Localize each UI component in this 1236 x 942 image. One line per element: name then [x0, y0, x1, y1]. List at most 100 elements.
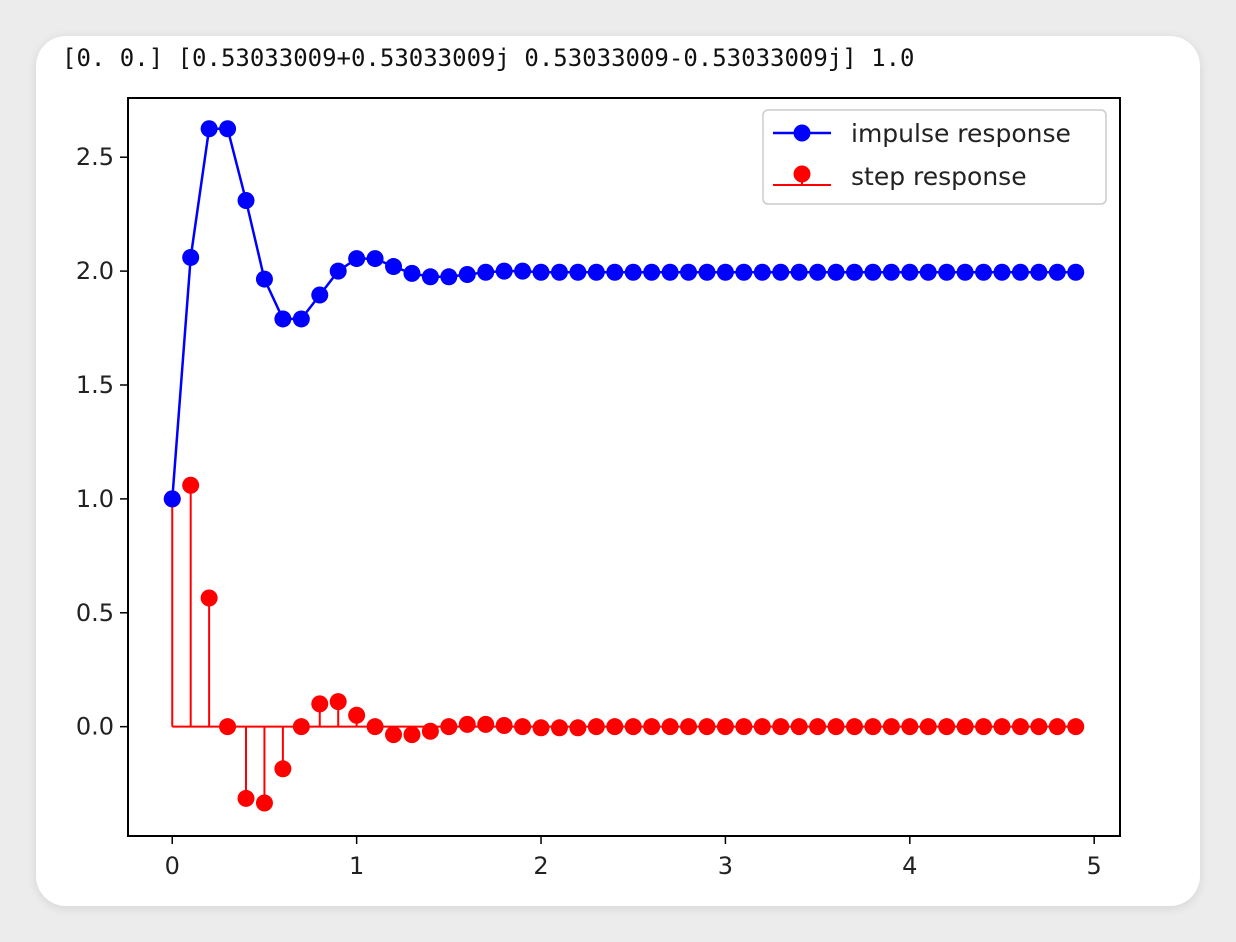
impulse-response-marker	[551, 264, 568, 281]
step-response-marker	[1067, 718, 1084, 735]
step-response-marker	[1012, 718, 1029, 735]
impulse-response-marker	[1049, 264, 1066, 281]
impulse-response-marker	[809, 264, 826, 281]
legend-impulse-marker	[794, 125, 811, 142]
step-response-marker	[883, 718, 900, 735]
step-response-marker	[698, 718, 715, 735]
impulse-response-marker	[311, 287, 328, 304]
impulse-response-marker	[975, 264, 992, 281]
step-response-marker	[403, 726, 420, 743]
impulse-response-marker	[238, 192, 255, 209]
impulse-response-marker	[846, 264, 863, 281]
step-response-marker	[680, 718, 697, 735]
impulse-response-marker	[385, 258, 402, 275]
legend: impulse response step response	[763, 110, 1106, 204]
step-response-marker	[1049, 718, 1066, 735]
step-response-marker	[938, 718, 955, 735]
y-tick-label: 2.5	[76, 143, 114, 171]
x-tick-label: 3	[718, 852, 733, 880]
step-response-marker	[459, 716, 476, 733]
impulse-response-marker	[514, 263, 531, 280]
step-response-marker	[643, 718, 660, 735]
step-response-marker	[238, 790, 255, 807]
step-response-marker	[754, 718, 771, 735]
step-response-marker	[569, 719, 586, 736]
y-tick-label: 0.5	[76, 599, 114, 627]
impulse-response-marker	[274, 310, 291, 327]
impulse-response-marker	[680, 264, 697, 281]
step-response-marker	[717, 718, 734, 735]
impulse-response-marker	[219, 120, 236, 137]
x-tick-label: 5	[1087, 852, 1102, 880]
chart-markers	[164, 120, 1084, 811]
impulse-response-marker	[735, 264, 752, 281]
impulse-response-marker	[182, 249, 199, 266]
step-response-marker	[496, 717, 513, 734]
y-tick-label: 2.0	[76, 257, 114, 285]
impulse-response-marker	[938, 264, 955, 281]
step-response-marker	[422, 723, 439, 740]
impulse-response-marker	[1012, 264, 1029, 281]
step-response-marker	[606, 718, 623, 735]
impulse-response-marker	[772, 264, 789, 281]
impulse-response-marker	[403, 265, 420, 282]
impulse-response-marker	[993, 264, 1010, 281]
impulse-response-marker	[201, 120, 218, 137]
step-response-marker	[330, 693, 347, 710]
step-response-marker	[477, 716, 494, 733]
impulse-response-marker	[717, 264, 734, 281]
step-response-marker	[551, 719, 568, 736]
x-tick-label: 4	[902, 852, 917, 880]
x-tick-label: 0	[165, 852, 180, 880]
step-response-marker	[311, 695, 328, 712]
step-response-marker	[588, 718, 605, 735]
step-response-marker	[348, 707, 365, 724]
impulse-response-marker	[901, 264, 918, 281]
impulse-response-marker	[422, 268, 439, 285]
impulse-response-marker	[367, 250, 384, 267]
impulse-response-marker	[1030, 264, 1047, 281]
step-response-marker	[975, 718, 992, 735]
step-response-marker	[809, 718, 826, 735]
impulse-response-marker	[569, 264, 586, 281]
impulse-response-marker	[440, 268, 457, 285]
step-response-marker	[182, 477, 199, 494]
x-tick-label: 1	[349, 852, 364, 880]
step-response-marker	[256, 794, 273, 811]
step-response-marker	[533, 719, 550, 736]
impulse-response-marker	[533, 264, 550, 281]
axis-ticks: 0 1 2 3 4 5 0.0 0.5 1.0 1.5 2.0 2.5	[76, 143, 1102, 880]
impulse-response-marker	[164, 490, 181, 507]
impulse-response-marker	[459, 266, 476, 283]
step-response-marker	[274, 760, 291, 777]
impulse-response-marker	[662, 264, 679, 281]
y-tick-label: 0.0	[76, 713, 114, 741]
step-response-marker	[625, 718, 642, 735]
step-response-marker	[1030, 718, 1047, 735]
y-tick-label: 1.0	[76, 485, 114, 513]
step-response-marker	[846, 718, 863, 735]
x-tick-label: 2	[533, 852, 548, 880]
step-response-marker	[293, 718, 310, 735]
y-tick-label: 1.5	[76, 371, 114, 399]
impulse-response-marker	[625, 264, 642, 281]
impulse-response-marker	[754, 264, 771, 281]
impulse-response-marker	[957, 264, 974, 281]
legend-step-marker	[794, 166, 811, 183]
legend-label-impulse: impulse response	[851, 119, 1071, 148]
impulse-response-marker	[883, 264, 900, 281]
step-response-marker	[864, 718, 881, 735]
step-response-marker	[440, 718, 457, 735]
impulse-response-marker	[643, 264, 660, 281]
impulse-response-marker	[828, 264, 845, 281]
step-response-marker	[791, 718, 808, 735]
step-response-marker	[201, 589, 218, 606]
step-response-marker	[828, 718, 845, 735]
impulse-response-marker	[1067, 264, 1084, 281]
impulse-response-marker	[698, 264, 715, 281]
impulse-response-marker	[330, 263, 347, 280]
step-response-marker	[993, 718, 1010, 735]
impulse-response-marker	[588, 264, 605, 281]
step-response-marker	[514, 718, 531, 735]
